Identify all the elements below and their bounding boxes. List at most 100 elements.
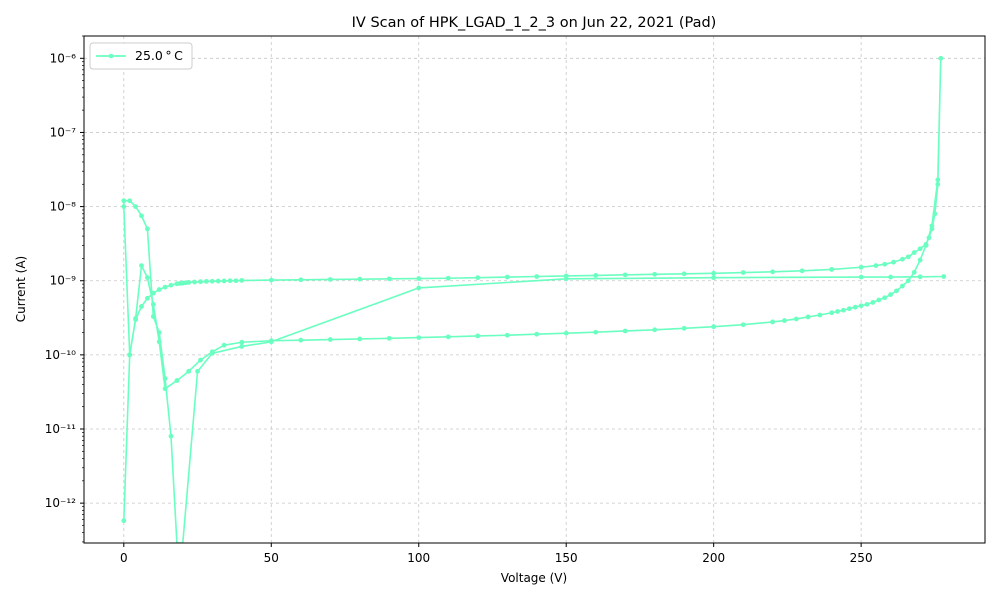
- data-point: [534, 274, 540, 279]
- data-point: [593, 273, 599, 278]
- data-point: [873, 263, 879, 268]
- data-point: [357, 336, 363, 342]
- data-point: [882, 295, 888, 301]
- data-point: [846, 306, 852, 312]
- data-point: [681, 271, 687, 277]
- data-point: [858, 274, 864, 280]
- data-point: [740, 270, 746, 275]
- data-point: [935, 181, 941, 187]
- data-point: [711, 270, 717, 276]
- data-point: [145, 226, 150, 232]
- x-tick-label: 0: [120, 551, 128, 565]
- data-point: [298, 337, 304, 343]
- data-point: [941, 274, 947, 279]
- data-point: [894, 288, 899, 294]
- data-point: [121, 518, 127, 524]
- data-point: [168, 433, 174, 439]
- data-point: [911, 269, 917, 275]
- data-point: [929, 223, 935, 229]
- data-point: [475, 333, 481, 339]
- data-point: [782, 318, 787, 323]
- data-point: [563, 276, 569, 282]
- data-point: [133, 204, 139, 209]
- legend-label: 25.0 ° C: [135, 48, 183, 63]
- data-point: [829, 310, 835, 316]
- data-point: [622, 328, 628, 334]
- data-point: [835, 309, 840, 314]
- y-tick-label: 10⁻¹²: [45, 496, 76, 510]
- data-point: [504, 274, 510, 280]
- data-point: [793, 316, 799, 322]
- data-point: [298, 277, 304, 283]
- data-point: [416, 285, 422, 291]
- data-point: [799, 268, 805, 274]
- data-point: [681, 325, 687, 331]
- data-point: [156, 339, 162, 345]
- data-point: [386, 335, 392, 341]
- data-point: [174, 378, 180, 383]
- data-point: [162, 284, 168, 290]
- data-point: [156, 330, 162, 335]
- data-point: [445, 275, 451, 281]
- data-point: [150, 314, 156, 319]
- data-point: [127, 352, 133, 358]
- data-point: [186, 279, 192, 285]
- data-point: [935, 177, 941, 183]
- data-point: [858, 264, 864, 270]
- data-point: [145, 275, 150, 281]
- data-point: [740, 322, 746, 328]
- data-point: [195, 368, 200, 374]
- data-point: [268, 339, 274, 345]
- data-point: [168, 282, 174, 288]
- legend-swatch-marker: [108, 53, 114, 59]
- y-axis-label: Current (A): [14, 256, 28, 322]
- data-point: [805, 314, 811, 320]
- series-line: [123, 57, 944, 543]
- data-point: [829, 267, 835, 272]
- y-tick-label: 10⁻⁸: [50, 200, 77, 214]
- data-point: [817, 312, 823, 318]
- data-point: [900, 283, 905, 289]
- data-point: [156, 287, 162, 292]
- data-point: [711, 324, 717, 330]
- data-point: [504, 332, 510, 338]
- data-point: [121, 198, 127, 204]
- data-point: [593, 329, 599, 335]
- x-tick-label: 200: [702, 551, 725, 565]
- data-point: [239, 278, 245, 283]
- data-point: [209, 278, 215, 284]
- data-point: [622, 272, 628, 278]
- data-point: [198, 357, 203, 363]
- data-point: [357, 276, 363, 282]
- data-point: [911, 250, 917, 255]
- data-point: [926, 235, 932, 241]
- data-point: [233, 278, 239, 284]
- data-point: [239, 339, 245, 345]
- data-point: [209, 350, 215, 356]
- data-point: [139, 263, 144, 268]
- y-tick-label: 10⁻⁷: [50, 125, 77, 139]
- data-point: [221, 342, 227, 348]
- x-tick-label: 50: [264, 551, 279, 565]
- data-point: [327, 337, 333, 342]
- data-point: [888, 274, 894, 280]
- series-layer: [121, 55, 947, 543]
- data-point: [445, 334, 451, 340]
- data-point: [416, 335, 422, 340]
- data-point: [938, 55, 944, 61]
- legend-box: [89, 42, 193, 70]
- y-tick-label: 10⁻¹¹: [45, 422, 76, 436]
- data-point: [192, 279, 197, 285]
- x-tick-label: 250: [850, 551, 873, 565]
- data-point: [150, 290, 156, 296]
- y-tick-label: 10⁻¹⁰: [45, 348, 76, 362]
- data-point: [652, 271, 658, 277]
- data-point: [227, 278, 233, 284]
- y-tick-label: 10⁻⁶: [50, 51, 77, 65]
- data-point: [917, 274, 923, 280]
- data-point: [121, 204, 127, 209]
- data-point: [198, 279, 203, 285]
- data-point: [239, 344, 245, 349]
- data-point: [327, 277, 333, 282]
